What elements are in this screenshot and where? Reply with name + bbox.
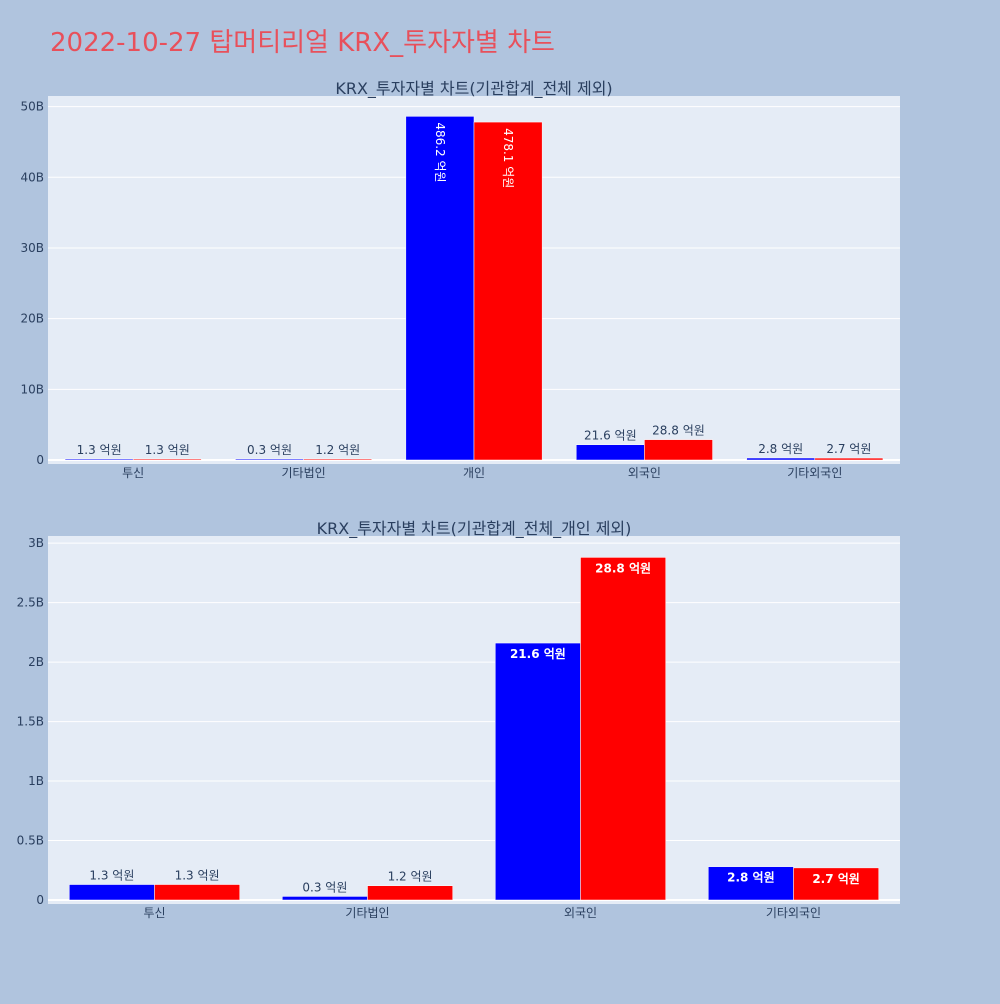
page-title: 2022-10-27 탑머티리얼 KRX_투자자별 차트 <box>50 28 555 58</box>
chart-2-ytick-label: 1.5B <box>17 715 44 729</box>
chart-2-ytick-label: 0 <box>36 893 44 907</box>
chart-1-data-label: 478.1 억원 <box>501 128 515 188</box>
chart-1-data-label: 1.3 억원 <box>145 443 190 457</box>
chart-1-xtick-label: 외국인 <box>628 466 661 480</box>
chart-2-xtick-label: 기타외국인 <box>766 906 821 920</box>
chart-2-plot-area <box>48 536 900 904</box>
chart-1-ytick-label: 10B <box>20 382 44 396</box>
chart-1-ytick-label: 40B <box>20 170 44 184</box>
chart-2-data-label: 1.2 억원 <box>388 870 433 884</box>
chart-2-bar-blue-0[interactable] <box>69 884 155 901</box>
chart-2-data-label: 2.8 억원 <box>727 871 775 885</box>
chart-1-data-label: 21.6 억원 <box>584 429 637 443</box>
chart-1-bar-blue-1[interactable] <box>235 458 304 461</box>
chart-2-bar-blue-2[interactable] <box>495 642 581 901</box>
chart-2-ytick-label: 2B <box>28 655 44 669</box>
chart-2-bar-blue-3[interactable] <box>708 866 794 901</box>
chart-2-ytick-label: 0.5B <box>17 834 44 848</box>
chart-1-data-label: 1.2 억원 <box>315 443 360 457</box>
chart-1-bar-blue-3[interactable] <box>575 444 645 461</box>
chart-2-bar-red-0[interactable] <box>154 884 240 901</box>
chart-1-xtick-label: 기타법인 <box>282 466 326 480</box>
chart-1-bar-red-4[interactable] <box>814 457 884 461</box>
chart-1-bar-red-2[interactable] <box>473 121 543 461</box>
chart-2-bar-red-1[interactable] <box>367 885 453 901</box>
chart-1-ytick-label: 30B <box>20 241 44 255</box>
chart-1-data-label: 1.3 억원 <box>77 443 122 457</box>
chart-2-ytick-label: 2.5B <box>17 596 44 610</box>
chart-2-bar-red-3[interactable] <box>793 867 879 901</box>
chart-2-ytick-label: 3B <box>28 536 44 550</box>
chart-1-ytick-label: 20B <box>20 312 44 326</box>
chart-2-bar-red-2[interactable] <box>580 557 666 901</box>
chart-1-ytick-label: 50B <box>20 100 44 114</box>
chart-2-ytick-label: 1B <box>28 774 44 788</box>
chart-1-xtick-label: 개인 <box>463 466 485 480</box>
chart-1-data-label: 28.8 억원 <box>652 424 705 438</box>
chart-1-ytick-label: 0 <box>36 453 44 467</box>
chart-1-bar-red-3[interactable] <box>644 439 713 461</box>
chart-2: 0 0.5B 1B 1.5B 2B 2.5B 3B KRX_투자자별 차트(기관합계_전체_개… <box>17 519 900 920</box>
chart-2-data-label: 0.3 억원 <box>302 880 347 894</box>
chart-1-title: KRX_투자자별 차트(기관합계_전체 제외) <box>335 79 612 99</box>
chart-2-xtick-label: 기타법인 <box>345 906 389 920</box>
chart-1-xtick-label: 기타외국인 <box>787 466 842 480</box>
chart-2-title: KRX_투자자별 차트(기관합계_전체_개인 제외) <box>317 519 632 539</box>
chart-1-bar-red-1[interactable] <box>303 458 373 461</box>
chart-2-bar-blue-1[interactable] <box>282 896 368 901</box>
chart-2-data-label: 1.3 억원 <box>89 869 134 883</box>
chart-2-data-label: 28.8 억원 <box>595 561 651 575</box>
chart-2-data-label: 1.3 억원 <box>175 869 220 883</box>
chart-2-xtick-label: 외국인 <box>564 906 597 920</box>
chart-2-xtick-label: 투신 <box>143 906 165 920</box>
chart-1-bar-blue-0[interactable] <box>64 458 134 461</box>
chart-1-xtick-label: 투신 <box>122 466 144 480</box>
chart-1-bar-blue-4[interactable] <box>746 457 816 461</box>
chart-1-data-label: 2.7 억원 <box>826 442 871 456</box>
chart-1-data-label: 0.3 억원 <box>247 443 292 457</box>
chart-2-data-label: 2.7 억원 <box>812 872 860 886</box>
chart-1-data-label: 2.8 억원 <box>758 442 803 456</box>
chart-1-data-label: 486.2 억원 <box>433 122 447 182</box>
chart-1: 0 10B 20B 30B 40B 50B KRX_투자자별 차트(기관합계_전체 제외) 투… <box>20 79 900 480</box>
chart-1-bar-red-0[interactable] <box>132 458 202 461</box>
chart-2-data-label: 21.6 억원 <box>510 647 566 661</box>
